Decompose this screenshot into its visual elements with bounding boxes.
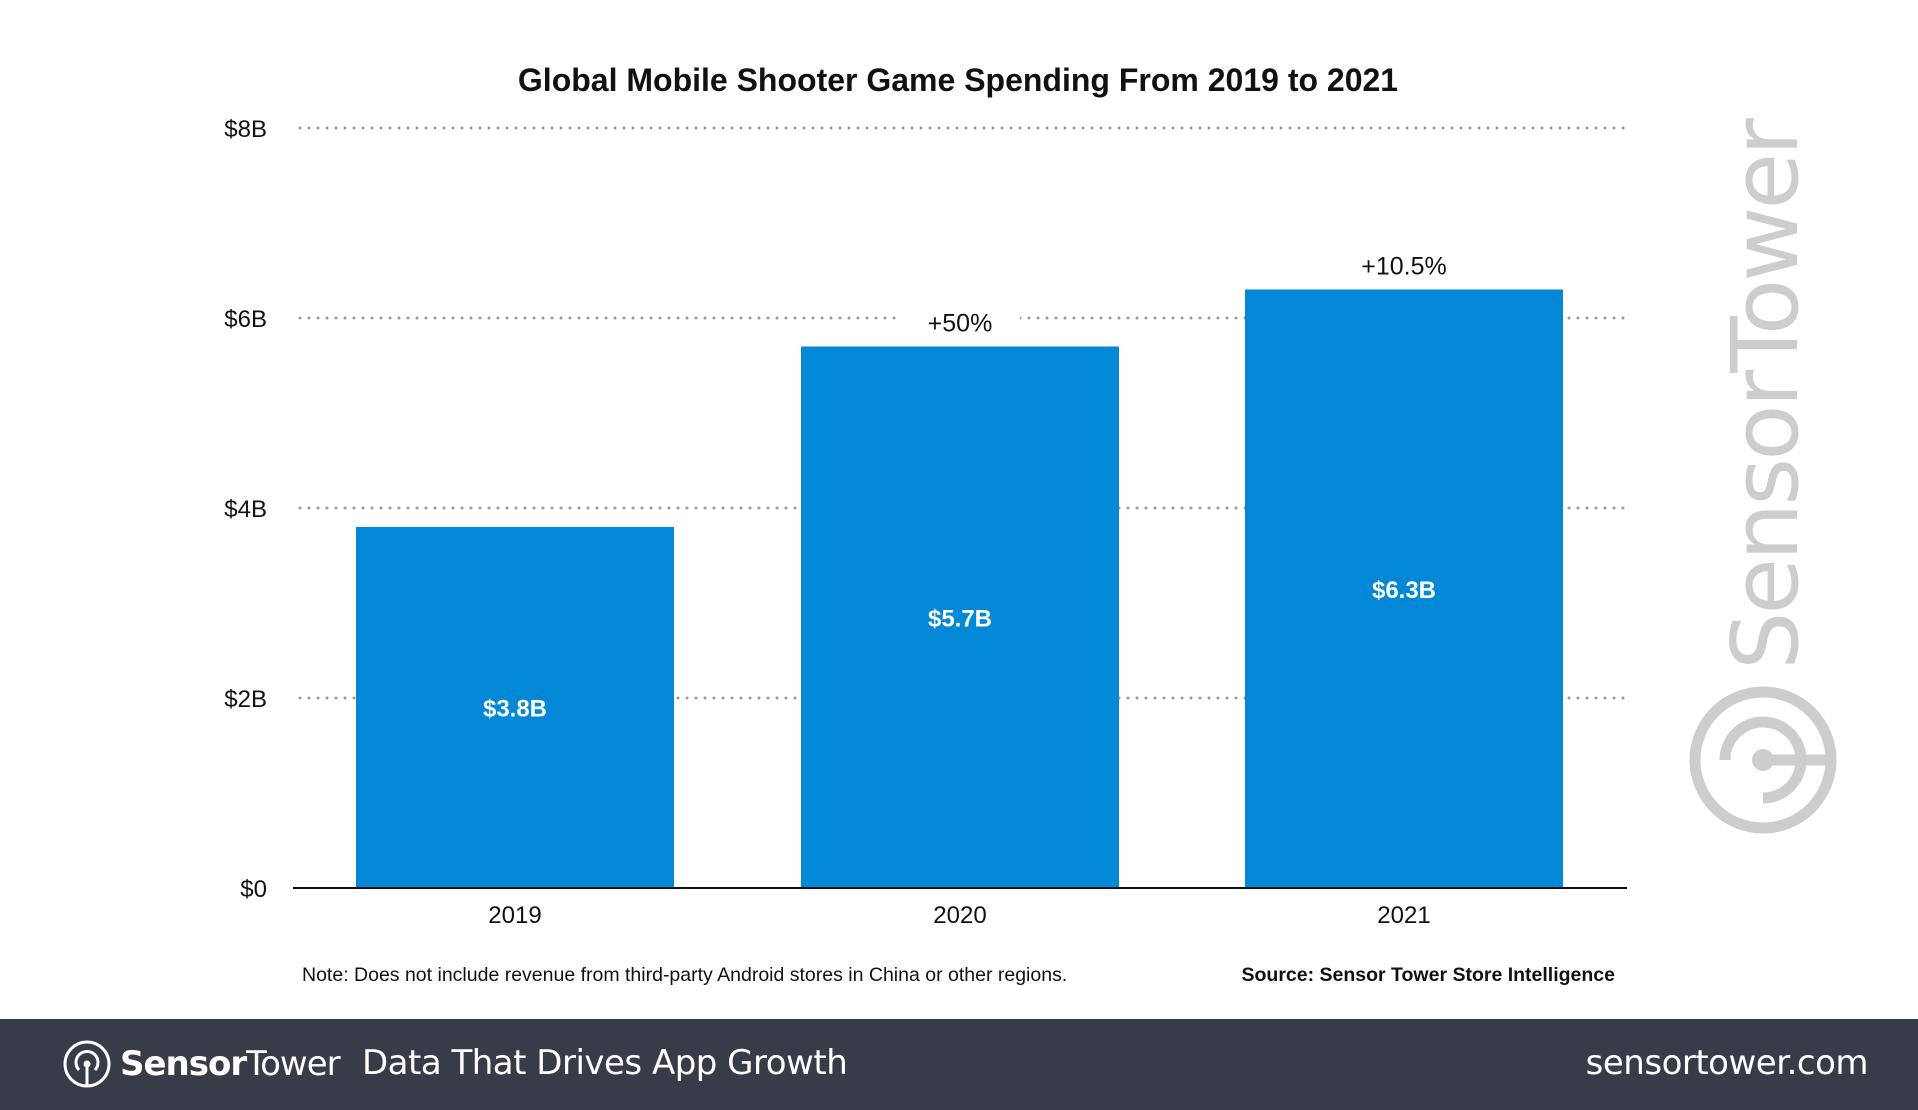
footer-bar: SensorTower Data That Drives App Growth … (0, 1019, 1918, 1110)
x-tick-label: 2019 (488, 902, 541, 929)
bar (356, 527, 674, 888)
footer-brand[interactable]: SensorTower (62, 1039, 341, 1089)
bar (1245, 289, 1563, 888)
x-tick-label: 2021 (1377, 902, 1430, 929)
bar-value-label: $3.8B (483, 696, 547, 723)
growth-label: +50% (928, 310, 993, 338)
footer-site-link[interactable]: sensortower.com (1585, 1043, 1869, 1083)
footer-tagline: Data That Drives App Growth (362, 1043, 848, 1083)
watermark: SensorTower (1689, 118, 1837, 834)
sensortower-logo-icon (63, 1040, 111, 1088)
sensortower-logo-icon (1689, 686, 1837, 834)
growth-label-bg (900, 302, 1020, 341)
brand-name-bold: Sensor (120, 1044, 247, 1084)
y-tick-label: $2B (224, 686, 267, 713)
growth-label: +10.5% (1361, 253, 1447, 281)
chart-title: Global Mobile Shooter Game Spending From… (518, 62, 1398, 98)
chart-source: Source: Sensor Tower Store Intelligence (1242, 964, 1616, 986)
bar (801, 346, 1119, 888)
brand-name: SensorTower (120, 1044, 341, 1084)
y-tick-label: $4B (224, 496, 267, 523)
bar-value-label: $6.3B (1372, 577, 1436, 604)
y-tick-label: $0 (240, 876, 267, 903)
y-tick-label: $6B (224, 306, 267, 333)
brand-name-light: Tower (246, 1044, 340, 1084)
watermark-text: SensorTower (1712, 118, 1819, 670)
y-tick-label: $8B (224, 116, 267, 143)
bar-value-label: $5.7B (928, 605, 992, 632)
growth-label-bg (1344, 245, 1464, 284)
x-tick-label: 2020 (933, 902, 986, 929)
chart-note: Note: Does not include revenue from thir… (302, 964, 1067, 986)
